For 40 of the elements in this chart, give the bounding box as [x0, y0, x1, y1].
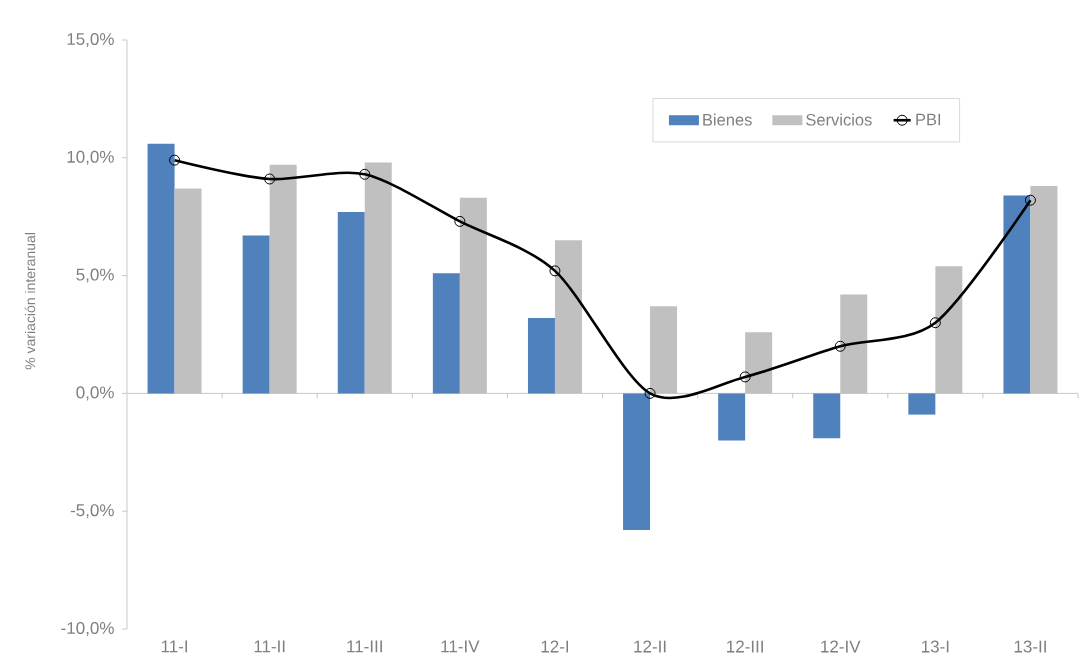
- point: [549, 265, 561, 277]
- y-axis-title: % variación interanual: [24, 233, 36, 370]
- point: [644, 387, 656, 399]
- bar: [242, 235, 270, 394]
- legend-label: Bienes: [703, 113, 752, 126]
- legend-label: Servicios: [806, 113, 872, 126]
- legend-label: PBI: [916, 113, 941, 126]
- bar: [718, 393, 746, 441]
- x-tick-label: 11-II: [254, 640, 285, 653]
- x-tick-label: 13-II: [1014, 640, 1046, 653]
- y-tick-label: -10,0%: [61, 621, 114, 637]
- point: [929, 317, 941, 329]
- y-tick-label: -5,0%: [70, 504, 114, 519]
- bar: [623, 393, 651, 531]
- x-tick-label: 12-IV: [821, 640, 861, 653]
- bar: [432, 273, 460, 394]
- bar: [813, 393, 841, 439]
- point: [169, 154, 181, 166]
- x-tick-label: 11-I: [161, 640, 187, 653]
- bar: [147, 143, 175, 394]
- x-tick-label: 11-IV: [441, 640, 480, 653]
- bar: [908, 393, 936, 415]
- x-tick-label: 12-III: [727, 640, 763, 653]
- x-tick-label: 13-I: [922, 640, 949, 653]
- x-tick-label: 11-III: [347, 640, 382, 653]
- point: [359, 168, 371, 180]
- point: [264, 173, 276, 185]
- point: [454, 215, 466, 227]
- bar: [527, 318, 555, 394]
- y-tick-label: 10,0%: [67, 150, 114, 165]
- bar: [337, 211, 365, 394]
- point: [739, 371, 751, 383]
- x-tick-label: 12-II: [634, 640, 666, 653]
- y-tick-label: 5,0%: [76, 268, 114, 283]
- y-tick-label: 0,0%: [76, 386, 114, 401]
- bar: [1003, 195, 1031, 394]
- x-tick-label: 12-I: [541, 640, 569, 653]
- point: [834, 340, 846, 352]
- point: [1024, 194, 1036, 206]
- y-tick-label: 15,0%: [67, 32, 114, 48]
